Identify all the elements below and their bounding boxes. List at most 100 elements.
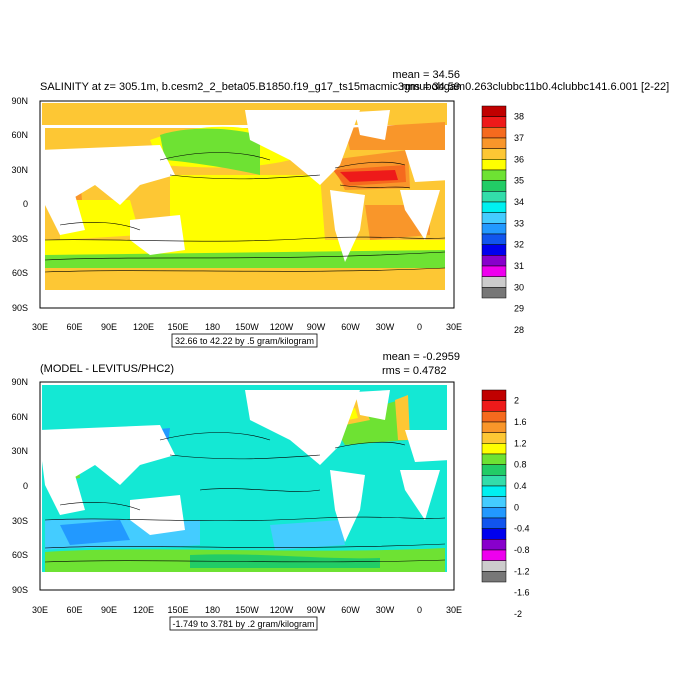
lat-label: 60S [12, 550, 28, 560]
colorbar-label: -0.4 [514, 524, 530, 534]
colorbar-label: 30 [514, 282, 524, 292]
salinity-lon-labels: 30E 60E 90E 120E 150E 180 150W 120W 90W … [32, 322, 462, 332]
colorbar-swatch [481, 432, 507, 444]
colorbar-swatch [481, 287, 507, 299]
lon-label: 60W [341, 605, 360, 615]
colorbar-label: 1.6 [514, 417, 527, 427]
lon-label: 60W [341, 322, 360, 332]
colorbar-swatch [481, 507, 507, 519]
lon-label: 90W [307, 605, 326, 615]
colorbar-swatch [481, 212, 507, 224]
colorbar-swatch [481, 201, 507, 213]
salinity-info-text: 32.66 to 42.22 by .5 gram/kilogram [175, 336, 314, 346]
difference-info-box [169, 616, 318, 631]
colorbar-label: 28 [514, 325, 524, 335]
difference-map-frame [39, 381, 455, 591]
lat-label: 30N [11, 165, 28, 175]
colorbar-label: 34 [514, 197, 524, 207]
lon-label: 30W [376, 322, 395, 332]
difference-map [40, 382, 454, 590]
lon-label: 180 [205, 605, 220, 615]
colorbar-label: -2 [514, 609, 522, 619]
salinity-map [40, 101, 454, 308]
colorbar-swatch [481, 180, 507, 192]
difference-colorbar: 2 1.6 1.2 0.8 0.4 0 -0.4 -0.8 -1.2 -1.6 -2 [481, 389, 530, 619]
lat-label: 60N [11, 412, 28, 422]
salinity-rms-label: rms = 34.59 [402, 81, 460, 93]
difference-info-text: -1.749 to 3.781 by .2 gram/kilogram [172, 619, 314, 629]
lon-label: 120W [270, 605, 294, 615]
colorbar-swatch [481, 127, 507, 139]
lon-label: 90E [101, 605, 117, 615]
colorbar-swatch [481, 400, 507, 412]
lon-label: 30E [446, 605, 462, 615]
lat-label: 30S [12, 516, 28, 526]
lon-label: 30W [376, 605, 395, 615]
salinity-title: SALINITY at z= 305.1m, b.cesm2_2_beta05.… [40, 81, 669, 93]
colorbar-label: 33 [514, 218, 524, 228]
colorbar-swatch [481, 496, 507, 508]
colorbar-swatch [481, 223, 507, 235]
difference-panel: (MODEL - LEVITUS/PHC2) mean = -0.2959 rm… [11, 351, 530, 631]
lon-label: 30E [446, 322, 462, 332]
colorbar-swatch [481, 421, 507, 433]
colorbar-label: 38 [514, 112, 524, 122]
colorbar-swatch [481, 517, 507, 529]
colorbar-swatch [481, 148, 507, 160]
colorbar-swatch [481, 443, 507, 455]
colorbar-swatch [481, 191, 507, 203]
lon-label: 60E [66, 322, 82, 332]
lat-label: 90N [11, 377, 28, 387]
salinity-map-frame [39, 100, 455, 309]
colorbar-swatch [481, 485, 507, 497]
difference-mean-label: mean = -0.2959 [383, 351, 460, 363]
lon-label: 60E [66, 605, 82, 615]
colorbar-swatch [481, 244, 507, 256]
lon-label: 120E [133, 322, 154, 332]
difference-lat-labels: 90N 60N 30N 0 30S 60S 90S [11, 377, 28, 595]
colorbar-swatch [481, 464, 507, 476]
colorbar-label: 0.4 [514, 481, 527, 491]
colorbar-swatch [481, 571, 507, 583]
lon-label: 120E [133, 605, 154, 615]
lon-label: 150W [235, 322, 259, 332]
colorbar-swatch [481, 255, 507, 267]
colorbar-label: -0.8 [514, 545, 530, 555]
lon-label: 90E [101, 322, 117, 332]
colorbar-swatch [481, 453, 507, 465]
colorbar-label: 0.8 [514, 460, 527, 470]
colorbar-label: 1.2 [514, 438, 527, 448]
lat-label: 0 [23, 199, 28, 209]
lat-label: 0 [23, 481, 28, 491]
lat-label: 30N [11, 446, 28, 456]
colorbar-label: 2 [514, 396, 519, 406]
lon-label: 150W [235, 605, 259, 615]
lat-label: 90S [12, 585, 28, 595]
salinity-lat-labels: 90N 60N 30N 0 30S 60S 90S [11, 96, 28, 313]
colorbar-label: 36 [514, 154, 524, 164]
lat-label: 90N [11, 96, 28, 106]
lat-label: 90S [12, 303, 28, 313]
colorbar-swatch [481, 265, 507, 277]
colorbar-swatch [481, 411, 507, 423]
lon-label: 0 [417, 322, 422, 332]
colorbar-label: -1.6 [514, 588, 530, 598]
colorbar-label: 31 [514, 261, 524, 271]
salinity-info-box [171, 333, 318, 348]
colorbar-swatch [481, 169, 507, 181]
colorbar-label: 35 [514, 176, 524, 186]
lat-label: 60S [12, 268, 28, 278]
difference-lon-labels: 30E 60E 90E 120E 150E 180 150W 120W 90W … [32, 605, 462, 615]
lon-label: 30E [32, 322, 48, 332]
lon-label: 180 [205, 322, 220, 332]
lon-label: 150E [167, 605, 188, 615]
lat-label: 30S [12, 234, 28, 244]
lon-label: 90W [307, 322, 326, 332]
salinity-colorbar: 38 37 36 35 34 33 32 31 30 29 28 [481, 105, 524, 335]
colorbar-swatch [481, 528, 507, 540]
lon-label: 30E [32, 605, 48, 615]
salinity-mean-label: mean = 34.56 [392, 69, 460, 81]
colorbar-label: 32 [514, 240, 524, 250]
colorbar-swatch [481, 560, 507, 572]
